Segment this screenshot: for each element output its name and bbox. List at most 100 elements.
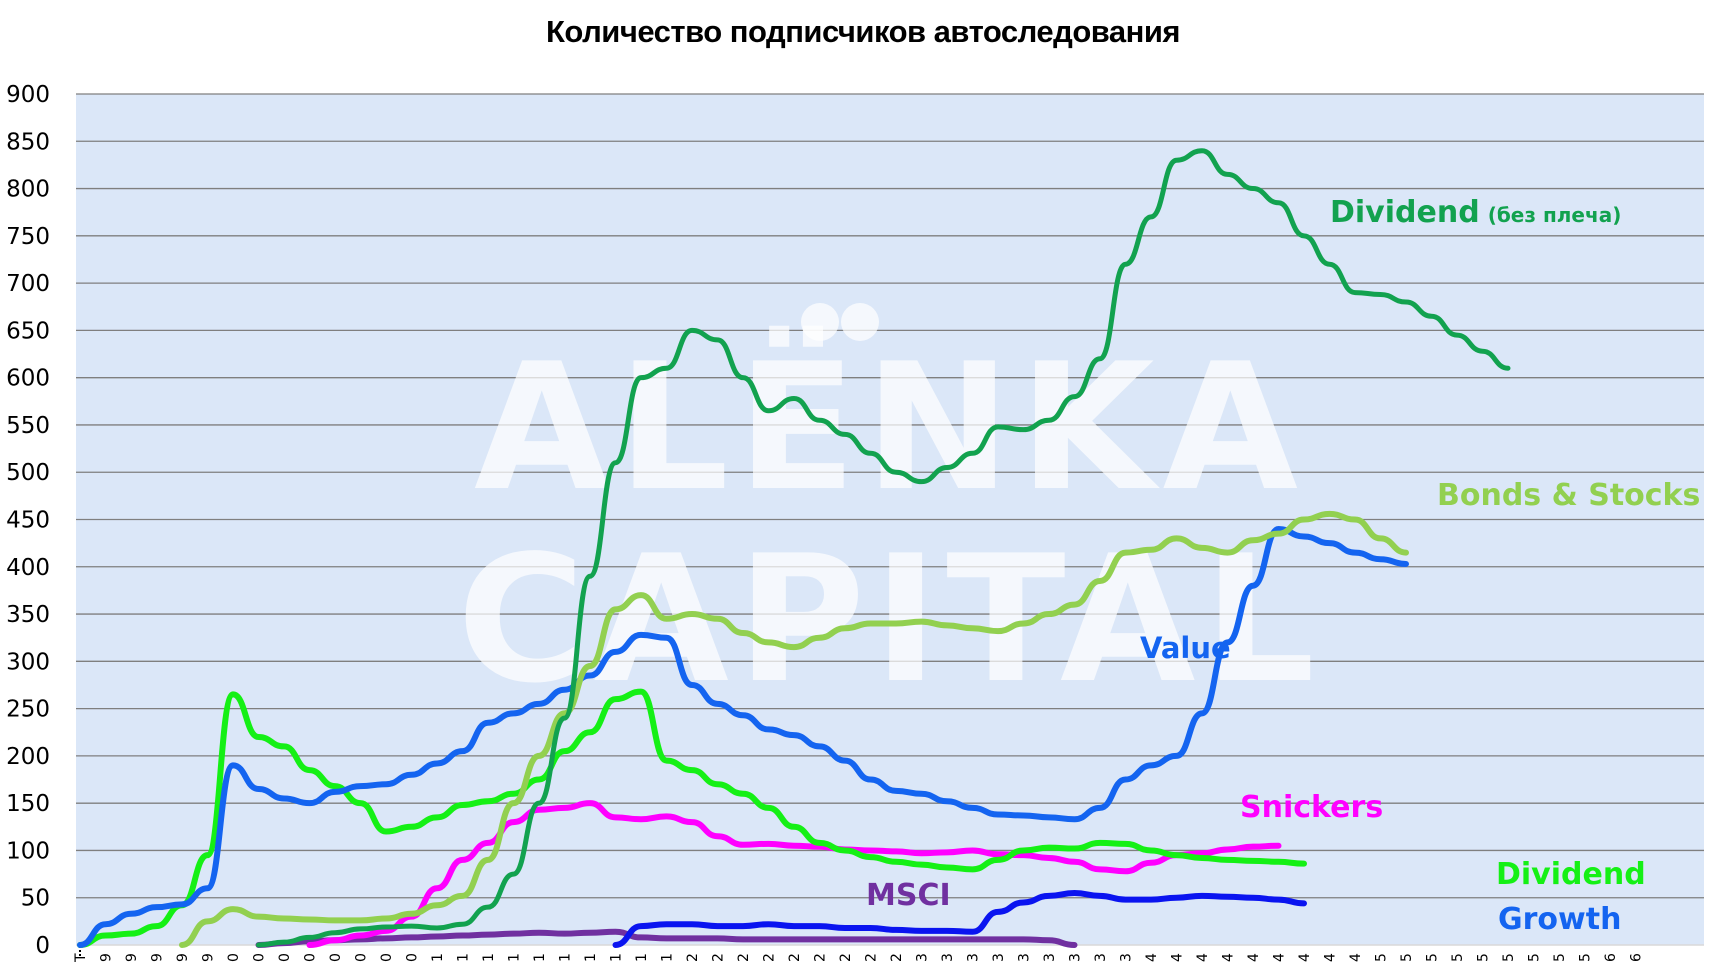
x-tick-label: 1 [532, 953, 548, 962]
y-tick-label: 800 [6, 177, 50, 203]
x-tick-label: 4 [1170, 953, 1186, 962]
watermark-umlaut-dot [841, 303, 879, 341]
y-tick-label: 400 [6, 555, 50, 581]
y-tick-label: 350 [6, 602, 50, 628]
x-tick-label: 0 [252, 953, 268, 962]
watermark-line2: CAPITAL [457, 519, 1323, 722]
x-tick-label: 3 [991, 953, 1007, 962]
label-snickers: Snickers [1240, 790, 1383, 825]
x-tick-label: 0 [277, 953, 293, 962]
x-tick-label: 5 [1527, 953, 1543, 962]
y-tick-label: 600 [6, 366, 50, 392]
x-tick-label: 0 [303, 953, 319, 962]
x-tick-label: 5 [1501, 953, 1517, 962]
x-tick-label: 9 [124, 953, 140, 962]
y-tick-label: 200 [6, 744, 50, 770]
x-tick-label: 1 [456, 953, 472, 962]
x-tick-label: 3 [1017, 953, 1033, 962]
x-tick-label: 3 [915, 953, 931, 962]
label-dividend: Dividend [1496, 857, 1646, 892]
x-tick-label: 1 [660, 953, 676, 962]
x-tick-label: 9 [150, 953, 166, 962]
y-tick-label: 50 [21, 886, 50, 912]
y-tick-label: 300 [6, 649, 50, 675]
x-tick-label: 5 [1476, 953, 1492, 962]
x-tick-label: 6 [1603, 953, 1619, 962]
x-tick-label: 2 [685, 953, 701, 962]
y-axis-labels: 0 50 100 150 200 250 300 350 400 450 500 550 600 650 7… [6, 82, 50, 959]
x-tick-label: 2 [889, 953, 905, 962]
x-tick-label: 2 [787, 953, 803, 962]
x-tick-label: 2 [813, 953, 829, 962]
watermark-line1: ALËNKA [474, 325, 1306, 530]
series-line-dividend [77, 688, 1307, 948]
x-tick-label: 2 [711, 953, 727, 962]
y-tick-label: 100 [6, 838, 50, 864]
series-line-growth [612, 889, 1307, 948]
y-tick-label: 900 [6, 82, 50, 108]
x-tick-label: 5 [1450, 953, 1466, 962]
series-line-value [77, 525, 1409, 948]
x-tick-label: 0 [226, 953, 242, 962]
x-tick-label: 9 [99, 953, 115, 962]
x-tick-label: 2 [736, 953, 752, 962]
watermark: ALËNKA CAPITAL [457, 303, 1323, 722]
x-tick-label: 5 [1374, 953, 1390, 962]
x-tick-label: 4 [1246, 953, 1262, 962]
y-tick-label: 250 [6, 697, 50, 723]
y-tick-label: 700 [6, 271, 50, 297]
x-tick-label: 3 [1068, 953, 1084, 962]
x-tick-label: 1 [507, 953, 523, 962]
x-tick-label: 9 [201, 953, 217, 962]
x-tick-label: 1 [583, 953, 599, 962]
y-tick-label: 500 [6, 460, 50, 486]
x-tick-label: 3 [1042, 953, 1058, 962]
x-tick-label: 2 [838, 953, 854, 962]
label-value: Value [1140, 631, 1231, 665]
x-tick-label: 4 [1144, 953, 1160, 962]
chart-title: Количество подписчиков автоследования [545, 14, 1181, 49]
x-tick-label: 2 [864, 953, 880, 962]
series-line-dividend-no-leverage [256, 148, 1511, 948]
x-tick-label: 5 [1552, 953, 1568, 962]
x-tick-label: 1 [634, 953, 650, 962]
x-tick-label: 2 [762, 953, 778, 962]
series-line-snickers [306, 800, 1282, 948]
x-tick-label: T [73, 953, 89, 963]
y-tick-label: 150 [6, 791, 50, 817]
label-growth: Growth [1498, 902, 1621, 937]
x-tick-label: 5 [1425, 953, 1441, 962]
x-tick-label: 3 [1119, 953, 1135, 962]
y-tick-label: 750 [6, 224, 50, 250]
y-tick-label: 0 [35, 933, 50, 959]
x-tick-label: 4 [1272, 953, 1288, 962]
y-tick-label: 850 [6, 129, 50, 155]
label-msci: MSCI [866, 878, 951, 913]
x-tick-label: 4 [1323, 953, 1339, 962]
x-tick-label: 0 [405, 953, 421, 962]
series-line-msci [255, 928, 1078, 948]
x-tick-label: 3 [1093, 953, 1109, 962]
x-tick-label: 3 [966, 953, 982, 962]
x-tick-label: 1 [558, 953, 574, 962]
x-tick-label: 4 [1348, 953, 1364, 962]
x-tick-label: 4 [1297, 953, 1313, 962]
x-tick-label: 4 [1221, 953, 1237, 962]
gridlines [76, 93, 1704, 946]
x-tick-label: 0 [379, 953, 395, 962]
x-tick-label: 1 [609, 953, 625, 962]
series-line-bonds-stocks [179, 510, 1409, 948]
y-tick-label: 650 [6, 318, 50, 344]
x-tick-label: 6 [1629, 953, 1645, 962]
x-tick-label: 5 [1578, 953, 1594, 962]
x-tick-label: 3 [940, 953, 956, 962]
x-tick-label: 0 [328, 953, 344, 962]
y-tick-label: 450 [6, 508, 50, 534]
label-bonds-stocks: Bonds & Stocks [1437, 478, 1700, 513]
watermark-umlaut-dot [801, 303, 839, 341]
x-tick-label: 1 [481, 953, 497, 962]
y-tick-label: 550 [6, 413, 50, 439]
x-tick-label: 1 [430, 953, 446, 962]
